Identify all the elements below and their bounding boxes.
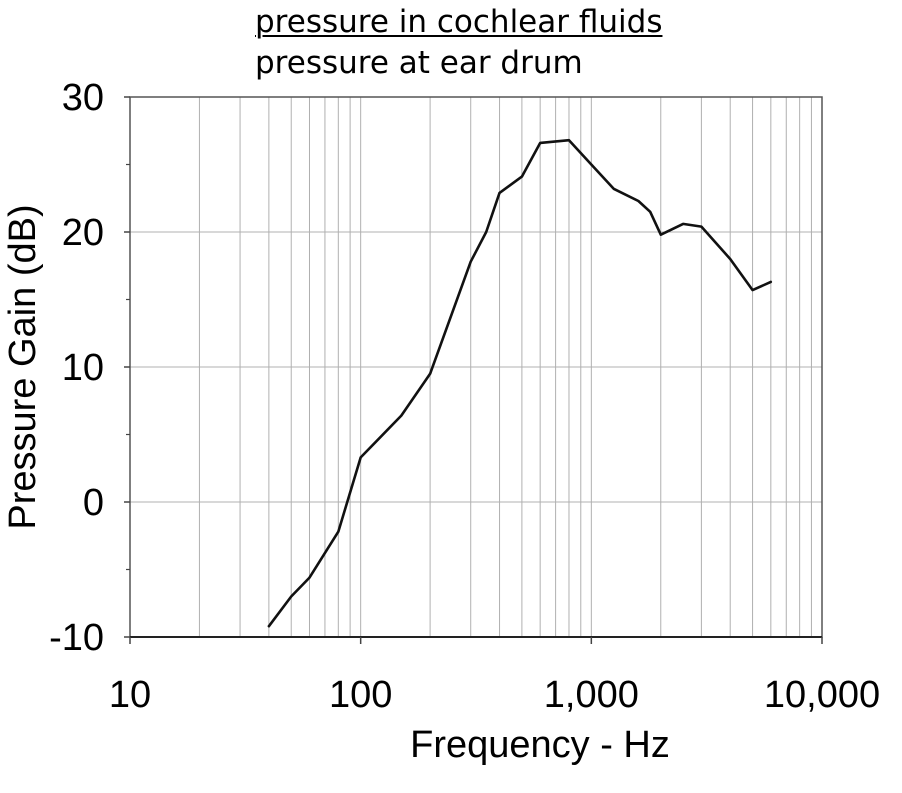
y-tick-label: 10 [62, 347, 104, 389]
y-tick-label: 0 [83, 482, 104, 524]
x-tick-label: 10 [109, 674, 151, 716]
x-tick-label: 1,000 [544, 674, 639, 716]
x-tick-label: 100 [329, 674, 392, 716]
y-tick-label: 20 [62, 212, 104, 254]
chart-title-numerator: pressure in cochlear fluids [255, 4, 663, 40]
y-axis-title: Pressure Gain (dB) [2, 204, 44, 529]
y-tick-label: -10 [49, 617, 104, 659]
tick-labels: -10 0 10 20 30 10 100 1,000 10,000 [49, 77, 880, 716]
axis-ticks [124, 96, 823, 644]
y-tick-label: 30 [62, 77, 104, 119]
grid [129, 96, 822, 638]
x-axis-title: Frequency - Hz [410, 724, 670, 766]
chart-title-denominator: pressure at ear drum [255, 45, 583, 81]
series-line [267, 138, 773, 628]
x-tick-label: 10,000 [764, 674, 880, 716]
